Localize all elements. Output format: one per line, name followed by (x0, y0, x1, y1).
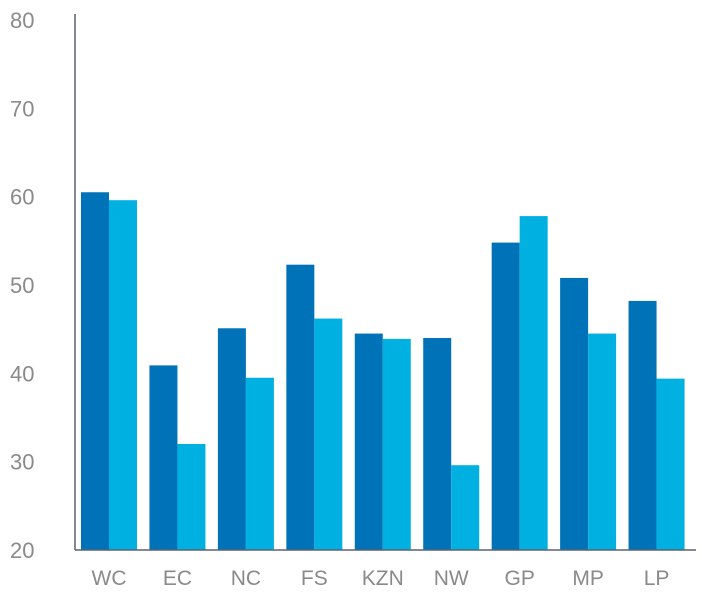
bar-wc-series-2 (109, 200, 137, 550)
bar-wc-series-1 (81, 192, 109, 550)
bar-kzn-series-1 (354, 333, 383, 550)
bar-gp-series-1 (491, 242, 520, 550)
bar-gp-series-2 (519, 216, 548, 550)
x-tick-label-wc: WC (92, 567, 127, 590)
y-tick-label: 50 (10, 273, 34, 298)
x-tick-label-gp: GP (504, 567, 534, 590)
y-tick-label: 30 (10, 450, 34, 475)
x-tick-label-fs: FS (301, 567, 328, 590)
bar-fs-series-1 (286, 264, 315, 550)
x-tick-label-kzn: KZN (362, 567, 404, 590)
bar-lp-series-2 (656, 378, 685, 550)
x-tick-label-ec: EC (163, 567, 192, 590)
x-axis-labels: WC EC NC FS KZN NW GP MP LP (92, 567, 670, 590)
bar-fs-series-2 (314, 318, 343, 550)
bar-nc-series-1 (217, 328, 246, 550)
y-tick-label: 70 (10, 96, 34, 121)
bar-ec-series-1 (149, 365, 178, 550)
bar-mp-series-1 (560, 277, 589, 550)
y-axis-ticks: 20 30 40 50 60 70 80 (10, 8, 34, 563)
y-tick-label: 80 (10, 8, 34, 33)
y-tick-label: 60 (10, 185, 34, 210)
x-tick-label-lp: LP (644, 567, 670, 590)
bar-nc-series-2 (245, 377, 274, 550)
bar-ec-series-2 (177, 444, 206, 550)
bar-kzn-series-2 (382, 338, 411, 550)
y-tick-label: 20 (10, 538, 34, 563)
y-tick-label: 40 (10, 361, 34, 386)
bar-nw-series-1 (423, 338, 452, 550)
bar-nw-series-2 (451, 465, 480, 550)
x-tick-label-mp: MP (572, 567, 604, 590)
bar-lp-series-1 (628, 300, 657, 550)
bars (81, 192, 685, 550)
x-tick-label-nc: NC (231, 567, 261, 590)
bar-mp-series-2 (588, 333, 617, 550)
x-tick-label-nw: NW (434, 567, 469, 590)
